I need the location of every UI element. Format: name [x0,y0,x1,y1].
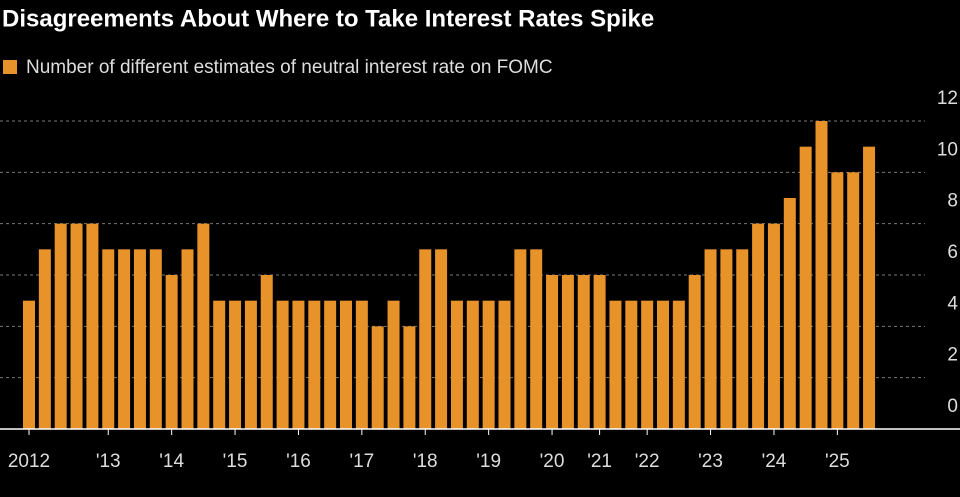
bar [657,300,669,429]
legend-swatch [3,60,17,74]
bar [355,300,368,429]
bar [704,249,717,429]
x-tick-label: '14 [159,451,184,472]
bar [70,223,83,429]
bar [387,300,400,429]
bar [118,249,131,429]
bar [197,223,210,429]
bar [625,300,638,429]
bar [181,249,194,429]
x-tick-label: '19 [476,451,501,472]
bar [720,249,733,429]
x-tick-label: '16 [286,451,311,472]
bar [593,275,606,429]
bar [244,300,257,429]
x-tick-label: '23 [698,451,723,472]
bar [165,275,178,429]
bar [767,223,780,429]
y-tick-label: 4 [947,293,958,314]
y-tick-label: 10 [937,139,958,160]
x-tick-label: '25 [825,451,850,472]
bar [213,300,226,429]
bar [799,146,812,429]
bar [419,249,432,429]
bar [561,275,574,429]
x-tick-label: '22 [635,451,660,472]
bar [752,223,765,429]
bar [482,300,495,429]
bar [498,300,511,429]
x-tick-label: '17 [349,451,374,472]
x-tick-label: '15 [223,451,248,472]
bar [736,249,749,429]
bar [466,300,479,429]
bar [514,249,527,429]
bar [863,146,876,429]
bar [149,249,162,429]
bar [86,223,99,429]
bar [324,300,337,429]
bar [340,300,352,429]
bar [276,300,289,429]
legend-label: Number of different estimates of neutral… [26,57,553,78]
bar [38,249,51,429]
bar [847,172,860,430]
y-tick-label: 2 [947,345,958,366]
x-tick-label: 2012 [8,451,50,472]
bar [403,326,416,429]
bar [133,249,146,429]
x-tick-label: '18 [413,451,438,472]
bar [641,300,654,429]
bar [102,249,115,429]
bar [609,300,622,429]
bar [672,300,685,429]
bar [577,275,590,429]
x-tick-label: '21 [587,451,612,472]
x-tick-label: '24 [762,451,787,472]
y-tick-label: 8 [947,191,958,212]
bar [308,300,321,429]
bar [688,275,701,429]
y-tick-label: 0 [947,396,958,417]
x-tick-label: '20 [540,451,565,472]
bar [831,172,844,430]
chart-title: Disagreements About Where to Take Intere… [2,5,654,32]
bar [23,300,35,429]
bar [260,275,273,429]
x-tick-label: '13 [96,451,121,472]
y-tick-label: 6 [947,242,958,263]
bar [292,300,305,429]
bar [450,300,463,429]
bar [229,300,242,429]
bar [371,326,384,429]
bar [815,121,828,429]
bar [783,198,796,429]
bar [54,223,67,429]
y-tick-label: 12 [937,88,958,109]
bar [546,275,559,429]
bar [435,249,448,429]
bar [530,249,543,429]
